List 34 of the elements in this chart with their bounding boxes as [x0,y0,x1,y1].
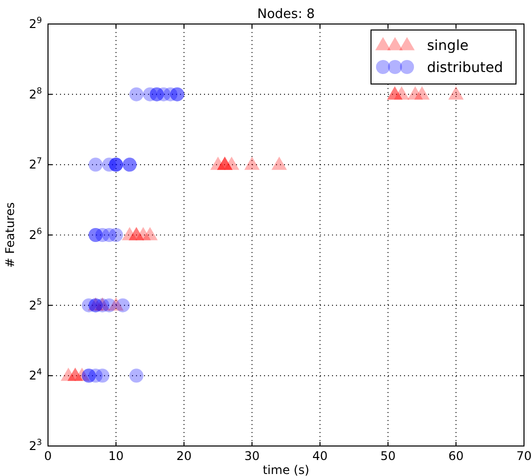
x-tick-label: 0 [44,449,52,463]
point [129,368,144,383]
point [448,86,464,100]
point [394,86,410,100]
chart-title: Nodes: 8 [257,7,315,22]
legend-label: distributed [427,60,503,76]
x-tick-label: 30 [244,449,260,463]
x-tick-label: 10 [108,449,124,463]
x-tick-label: 60 [448,449,464,463]
point [414,86,430,100]
y-tick-label: 2$^{5}$ [29,296,42,312]
x-tick-label: 50 [380,449,396,463]
point [95,368,110,383]
point [244,156,260,170]
x-axis-title: time (s) [262,463,310,476]
point [109,228,123,242]
point [102,298,116,312]
point [116,298,130,312]
y-tick-label: 2$^{8}$ [29,85,42,102]
y-tick-label: 2$^{4}$ [29,366,42,383]
point [129,87,144,102]
point [142,226,158,240]
y-tick-label: 2$^{3}$ [29,437,42,453]
point [272,156,287,170]
point [224,156,240,170]
y-tick-label: 2$^{7}$ [29,156,42,172]
point [88,158,103,172]
x-tick-label: 20 [176,449,192,463]
x-tick-label: 70 [516,449,531,463]
y-tick-label: 2$^{9}$ [29,15,42,31]
x-tick-label: 40 [312,449,328,463]
legend-label: single [427,38,468,54]
y-tick-label: 2$^{6}$ [29,226,42,242]
y-axis-title: # Features [3,202,17,268]
